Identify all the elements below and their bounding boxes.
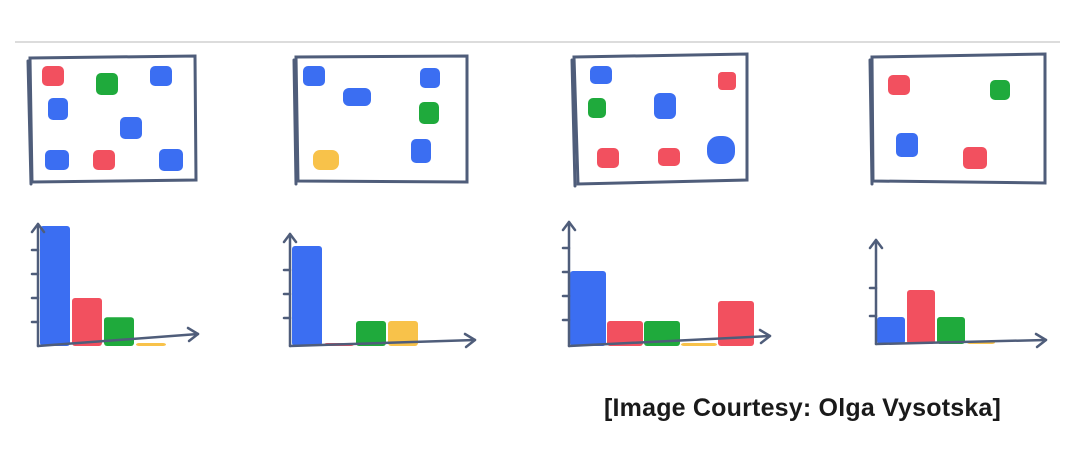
frame-4 xyxy=(868,52,1047,186)
square xyxy=(654,93,676,119)
square xyxy=(45,150,69,170)
histogram-bar-red xyxy=(718,301,754,346)
chart-3-bars xyxy=(570,271,754,346)
square xyxy=(313,150,339,170)
square xyxy=(411,139,431,163)
panel-4 xyxy=(868,52,1048,349)
chart-4-axes xyxy=(868,238,1048,349)
square xyxy=(420,68,440,88)
square xyxy=(896,133,918,157)
square xyxy=(42,66,64,86)
square xyxy=(588,98,606,118)
square xyxy=(888,75,910,95)
square xyxy=(419,102,439,124)
scene-1-squares xyxy=(42,66,183,171)
chart-4 xyxy=(868,238,1048,349)
panel-3 xyxy=(561,52,772,348)
chart-2 xyxy=(282,232,477,349)
square xyxy=(120,117,142,139)
chart-2-axes xyxy=(282,232,477,349)
histogram-bar-yellow xyxy=(136,343,166,346)
frame-2 xyxy=(292,54,469,186)
square xyxy=(159,149,183,171)
histogram-bar-blue xyxy=(292,246,322,346)
square xyxy=(963,147,987,169)
chart-3 xyxy=(561,220,772,348)
square xyxy=(590,66,612,84)
square xyxy=(597,148,619,168)
histogram-bar-red xyxy=(907,290,935,344)
histogram-bar-yellow xyxy=(388,321,418,346)
histogram-bar-red xyxy=(607,321,643,346)
frame-1 xyxy=(26,54,198,186)
square xyxy=(718,72,736,90)
chart-3-axes xyxy=(561,220,772,348)
frame-3 xyxy=(570,52,749,188)
square xyxy=(303,66,325,86)
square xyxy=(990,80,1010,100)
image-credit: [Image Courtesy: Olga Vysotska] xyxy=(604,394,1002,422)
square xyxy=(658,148,680,166)
square xyxy=(150,66,172,86)
square xyxy=(93,150,115,170)
histogram-bar-green xyxy=(356,321,386,346)
scene-2-squares xyxy=(303,66,440,170)
chart-1-bars xyxy=(40,226,166,346)
histogram-bar-blue xyxy=(570,271,606,346)
histogram-bar-green xyxy=(937,317,965,344)
square xyxy=(707,136,735,164)
chart-1 xyxy=(30,222,200,348)
histogram-bar-red xyxy=(72,298,102,346)
scene-3-squares xyxy=(588,66,736,168)
panel-1 xyxy=(26,54,200,348)
histogram-bar-blue xyxy=(40,226,70,346)
panel-2 xyxy=(282,54,477,349)
histogram-bar-blue xyxy=(877,317,905,344)
histogram-bar-yellow xyxy=(681,343,717,346)
chart-1-axes xyxy=(30,222,200,348)
square xyxy=(48,98,68,120)
chart-4-bars xyxy=(877,290,995,344)
square xyxy=(343,88,371,106)
scene-4-squares xyxy=(888,75,1010,169)
square xyxy=(96,73,118,95)
chart-2-bars xyxy=(292,246,418,346)
